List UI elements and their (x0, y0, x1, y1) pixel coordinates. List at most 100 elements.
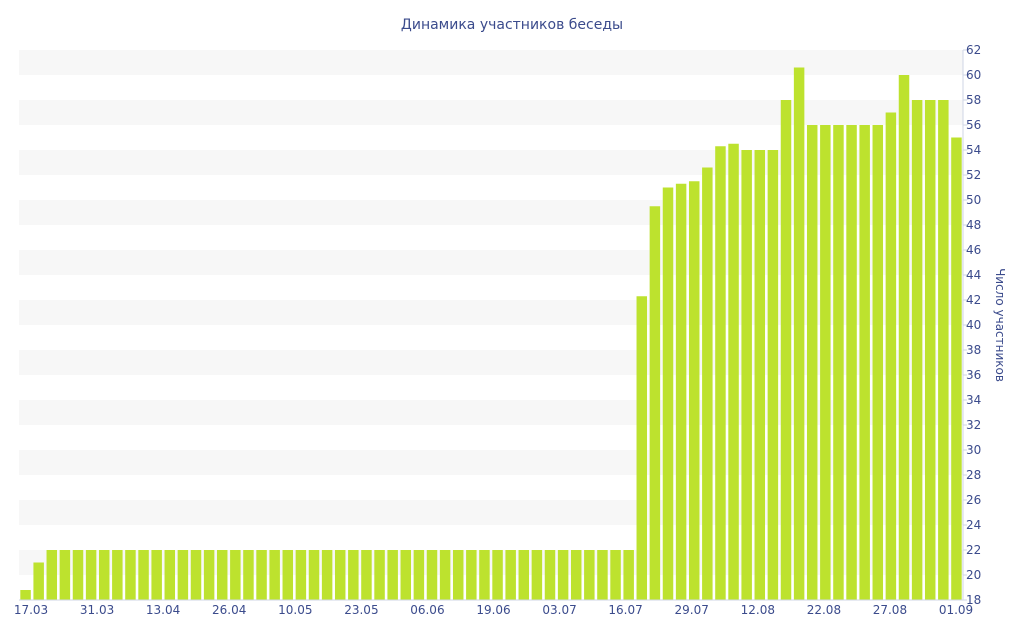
grid-band (19, 450, 963, 475)
y-tick-label: 62 (966, 43, 981, 57)
bar[interactable] (951, 137, 962, 601)
bar[interactable] (833, 125, 844, 600)
bar[interactable] (151, 550, 162, 600)
bar[interactable] (597, 550, 608, 600)
bar[interactable] (557, 550, 569, 600)
x-tick-label: 01.09 (939, 603, 973, 617)
bar[interactable] (348, 550, 359, 600)
bar[interactable] (230, 550, 241, 600)
bar[interactable] (243, 550, 254, 600)
y-tick-label: 30 (966, 443, 981, 457)
bar[interactable] (610, 550, 621, 600)
bar[interactable] (164, 550, 176, 600)
y-tick-label: 60 (966, 68, 981, 82)
bar[interactable] (806, 125, 818, 600)
bar[interactable] (374, 550, 385, 600)
y-tick-label: 18 (966, 593, 981, 607)
bar[interactable] (544, 550, 556, 600)
bar[interactable] (361, 550, 372, 600)
bar[interactable] (570, 550, 582, 600)
x-tick-label: 13.04 (146, 603, 180, 617)
bar[interactable] (413, 550, 425, 600)
bar[interactable] (308, 550, 320, 600)
bar[interactable] (216, 550, 228, 600)
bar[interactable] (793, 67, 805, 601)
bar[interactable] (439, 550, 451, 600)
bar[interactable] (72, 550, 84, 600)
bar[interactable] (426, 550, 438, 600)
bar[interactable] (334, 550, 346, 600)
bar[interactable] (20, 590, 31, 600)
bar[interactable] (754, 150, 766, 600)
bar[interactable] (911, 100, 923, 600)
bar[interactable] (256, 550, 267, 600)
bar[interactable] (741, 150, 752, 600)
bar[interactable] (85, 550, 97, 600)
y-tick-label: 54 (966, 143, 981, 157)
bar[interactable] (138, 550, 149, 600)
bar[interactable] (885, 112, 897, 601)
bar[interactable] (269, 550, 280, 600)
bar[interactable] (872, 125, 884, 600)
bar[interactable] (505, 550, 516, 600)
bar[interactable] (820, 125, 831, 600)
bar[interactable] (466, 550, 477, 600)
bar[interactable] (387, 550, 398, 600)
bar[interactable] (623, 550, 634, 600)
grid-band (19, 400, 963, 425)
x-tick-label: 27.08 (873, 603, 907, 617)
bar[interactable] (688, 181, 700, 600)
bar[interactable] (46, 550, 58, 600)
bar[interactable] (190, 550, 202, 600)
bar[interactable] (125, 550, 136, 600)
x-tick-label: 17.03 (14, 603, 48, 617)
x-tick-label: 22.08 (807, 603, 841, 617)
y-tick-label: 36 (966, 368, 981, 382)
bar[interactable] (728, 143, 739, 600)
bar[interactable] (112, 550, 123, 600)
y-tick-label: 20 (966, 568, 981, 582)
y-tick-label: 48 (966, 218, 981, 232)
bar[interactable] (177, 550, 189, 600)
bar[interactable] (531, 550, 543, 600)
bar[interactable] (321, 550, 333, 600)
bar[interactable] (924, 100, 936, 600)
bar[interactable] (452, 550, 464, 600)
bar[interactable] (898, 75, 910, 600)
bar[interactable] (400, 550, 412, 600)
y-axis-label: Число участников (993, 268, 1007, 382)
x-tick-label: 03.07 (542, 603, 576, 617)
bar[interactable] (282, 550, 294, 600)
bar[interactable] (846, 125, 857, 600)
bar[interactable] (98, 550, 110, 600)
bar[interactable] (33, 562, 44, 601)
bar[interactable] (675, 183, 687, 600)
grid-band (19, 300, 963, 325)
bars (20, 67, 962, 601)
bar[interactable] (859, 125, 870, 600)
bar[interactable] (662, 187, 674, 601)
y-tick-label: 26 (966, 493, 981, 507)
bar[interactable] (295, 550, 307, 600)
bar[interactable] (59, 550, 71, 600)
x-tick-label: 31.03 (80, 603, 114, 617)
bar[interactable] (492, 550, 503, 600)
grid-band (19, 50, 963, 75)
bar[interactable] (780, 100, 792, 600)
grid-band (19, 250, 963, 275)
bar[interactable] (702, 167, 713, 601)
bar[interactable] (938, 100, 949, 600)
bar[interactable] (649, 206, 661, 600)
y-axis-ticks: 18 20 22 24 26 28 30 32 34 36 38 40 42 44 46 48 50 52 54 56… (963, 43, 981, 607)
bar[interactable] (479, 550, 490, 600)
x-axis-ticks: 17.03 31.03 13.04 26.04 10.05 23.05 06.06 19.06… (14, 603, 973, 617)
bar[interactable] (203, 550, 215, 600)
bar[interactable] (767, 150, 779, 600)
bar[interactable] (636, 296, 648, 600)
y-tick-label: 22 (966, 543, 981, 557)
grid-band (19, 200, 963, 225)
x-tick-label: 23.05 (344, 603, 378, 617)
bar[interactable] (715, 146, 726, 600)
bar[interactable] (584, 550, 595, 600)
bar[interactable] (518, 550, 530, 600)
